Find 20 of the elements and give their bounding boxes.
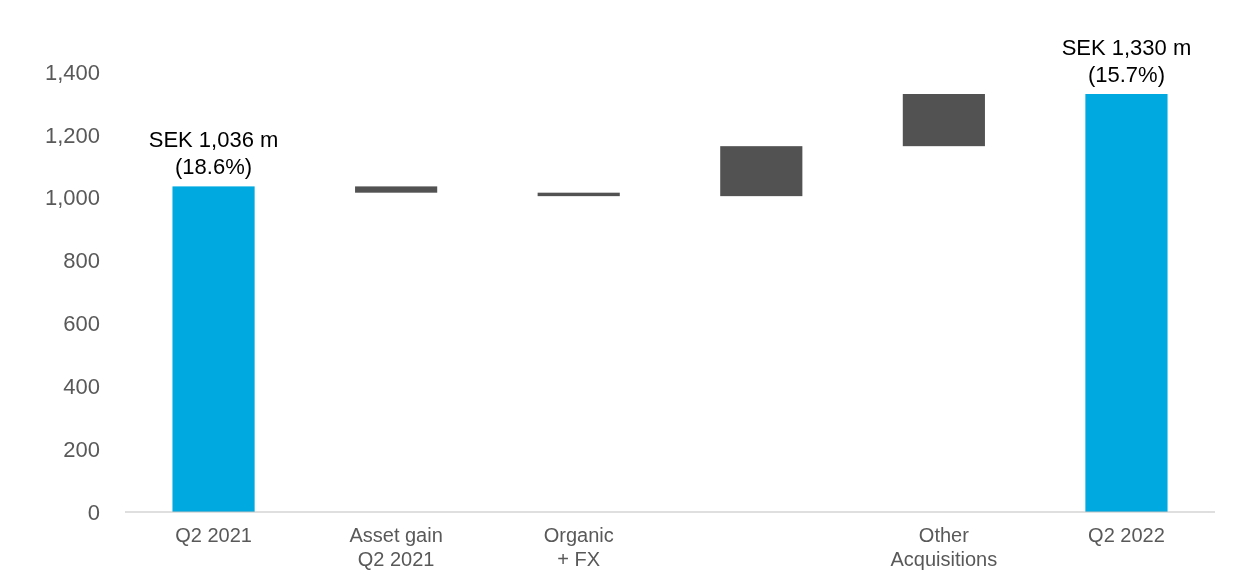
y-tick-label: 200 — [63, 436, 100, 462]
x-tick-label: Other Acquisitions — [890, 524, 998, 570]
y-tick-label: 0 — [87, 499, 100, 525]
data-label: SEK 1,330 m (15.7%) — [1061, 35, 1192, 87]
x-tick-label: Organic + FX — [543, 524, 614, 570]
bar — [355, 186, 438, 193]
y-tick-label: 1,200 — [44, 122, 100, 148]
y-tick-label: 400 — [63, 373, 100, 399]
y-tick-label: 800 — [63, 248, 100, 274]
x-tick-label: Q2 2022 — [1088, 524, 1165, 546]
x-tick-label: Q2 2021 — [175, 524, 252, 546]
bar — [172, 186, 255, 512]
y-tick-label: 1,400 — [44, 59, 100, 85]
bar — [902, 94, 985, 147]
bar — [1085, 94, 1168, 512]
y-tick-label: 1,000 — [44, 185, 100, 211]
y-tick-label: 600 — [63, 311, 100, 337]
data-label: SEK 1,036 m (18.6%) — [148, 127, 279, 180]
bar — [720, 146, 803, 197]
x-tick-label: Asset gain Q2 2021 — [349, 524, 443, 570]
